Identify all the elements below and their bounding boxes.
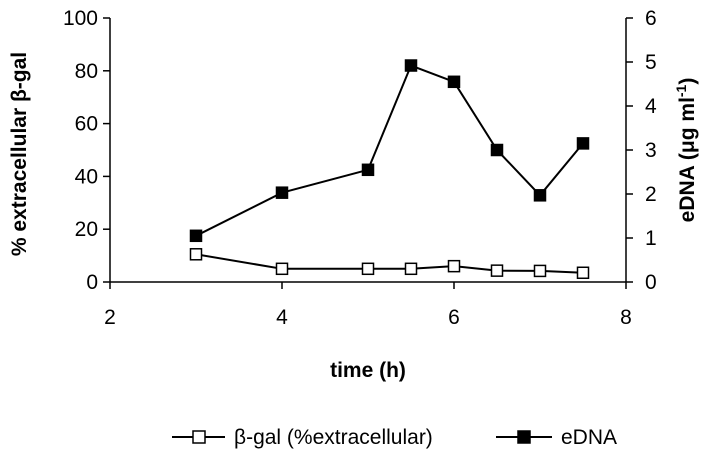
- y-right-tick-label: 1: [645, 227, 657, 250]
- legend-label-edna: eDNA: [561, 426, 617, 449]
- data-point-edna: [576, 137, 590, 150]
- data-point-edna: [275, 186, 289, 199]
- y-axis-title-right-close: ): [676, 78, 699, 85]
- data-point-beta-gal: [361, 262, 375, 276]
- y-left-tick-label: 60: [75, 113, 98, 136]
- data-point-edna: [361, 163, 375, 177]
- y-right-tick-label: 2: [645, 183, 657, 206]
- ticks: 0 20 40 60 80 100 0 1 2 3 4 5 6 2 4 6 8: [63, 7, 657, 329]
- y-axis-title-left: % extracellular β-gal: [8, 52, 31, 256]
- data-point-edna: [189, 229, 203, 243]
- data-point-beta-gal: [189, 248, 203, 261]
- y-left-tick-label: 20: [75, 218, 98, 241]
- data-point-beta-gal: [275, 262, 289, 276]
- series-layer: [189, 59, 590, 280]
- data-point-beta-gal: [533, 264, 547, 278]
- y-axis-title-right-main: eDNA (μg ml: [676, 97, 699, 222]
- y-right-tick-label: 6: [645, 7, 657, 30]
- y-right-tick-label: 3: [645, 139, 657, 162]
- y-axis-title-right: eDNA (μg ml-1): [673, 78, 699, 223]
- y-axis-title-right-sup: -1: [673, 84, 689, 97]
- data-point-edna: [404, 59, 418, 72]
- x-tick-label: 6: [448, 306, 460, 329]
- legend-marker-beta-gal: [192, 430, 206, 444]
- data-point-beta-gal: [404, 262, 418, 276]
- series-line-edna: [195, 64, 584, 237]
- data-point-edna: [533, 189, 547, 202]
- y-left-tick-label: 80: [75, 60, 98, 83]
- data-point-edna: [490, 143, 504, 157]
- y-left-tick-label: 0: [86, 271, 98, 294]
- y-right-tick-label: 4: [645, 95, 657, 118]
- axes: [109, 18, 627, 283]
- data-point-beta-gal: [576, 266, 590, 280]
- x-axis-title: time (h): [330, 359, 406, 382]
- legend-marker-edna: [517, 430, 531, 444]
- x-tick-label: 2: [104, 306, 116, 329]
- y-right-tick-label: 0: [645, 271, 657, 294]
- data-point-beta-gal: [490, 264, 504, 277]
- x-tick-label: 4: [276, 306, 288, 329]
- y-right-tick-label: 5: [645, 51, 657, 74]
- legend-label-beta-gal: β-gal (%extracellular): [234, 426, 433, 449]
- x-tick-label: 8: [620, 306, 632, 329]
- data-point-beta-gal: [447, 259, 461, 273]
- series-line-beta-gal: [195, 253, 584, 274]
- y-left-tick-label: 40: [75, 165, 98, 188]
- y-left-tick-label: 100: [63, 7, 98, 30]
- legend: β-gal (%extracellular) eDNA: [172, 426, 617, 449]
- data-point-edna: [447, 75, 461, 89]
